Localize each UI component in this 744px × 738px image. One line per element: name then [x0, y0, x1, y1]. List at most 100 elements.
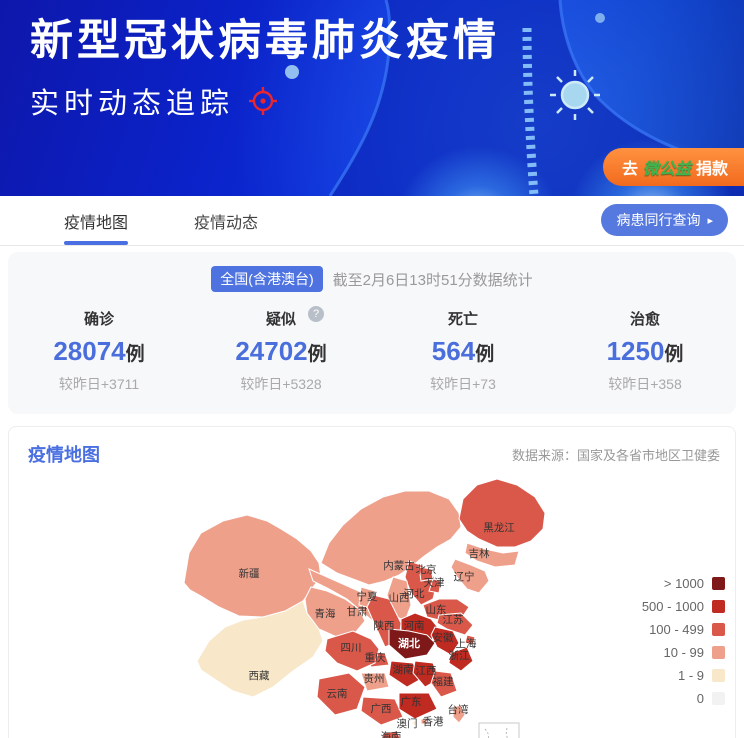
legend-label: > 1000: [663, 576, 704, 591]
province-label-tianjin: 天津: [424, 577, 445, 589]
province-yunnan[interactable]: [316, 672, 366, 716]
province-neimenggu[interactable]: [320, 490, 462, 586]
stat-label: 死亡: [447, 311, 478, 328]
province-label-guangdong: 广东: [401, 695, 422, 708]
province-sichuan[interactable]: [324, 630, 380, 672]
data-timestamp: 截至2月6日13时51分数据统计: [332, 271, 533, 289]
province-label-hebei: 河北: [404, 588, 425, 600]
province-label-beijing: 北京: [416, 563, 437, 576]
province-heilongjiang[interactable]: [458, 478, 546, 548]
province-label-guizhou: 贵州: [364, 672, 385, 685]
province-guangxi[interactable]: [360, 696, 404, 726]
stat-unit: 例: [475, 344, 495, 365]
national-stats-card: 全国(含港澳台) 截至2月6日13时51分数据统计 确诊 28074 例 较昨日+…: [8, 252, 736, 414]
stat-change: 较昨日+358: [608, 376, 682, 392]
page-title: 新型冠状病毒肺炎疫情: [30, 17, 500, 65]
virus-icon-small: [285, 65, 299, 79]
map-card-title: 疫情地图: [28, 445, 100, 465]
legend-label: 10 - 99: [663, 645, 704, 660]
province-jiangsu[interactable]: [436, 612, 474, 636]
legend-row-5: 0: [642, 691, 725, 706]
region-badge: 全国(含港澳台): [211, 266, 323, 292]
stat-label: 治愈: [629, 311, 660, 328]
province-guizhou[interactable]: [360, 672, 390, 692]
virus-icon-small: [595, 13, 605, 23]
province-label-shaanxi: 陕西: [374, 619, 395, 632]
province-label-qinghai: 青海: [315, 607, 336, 620]
legend-label: 0: [696, 691, 704, 706]
province-xianggang[interactable]: [420, 718, 428, 725]
stats-header-row: 全国(含港澳台) 截至2月6日13时51分数据统计: [8, 266, 736, 292]
province-label-jiangxi: 江西: [416, 665, 437, 677]
province-shanghai[interactable]: [464, 634, 476, 646]
stat-deaths: 死亡 564例 较昨日+73: [372, 308, 554, 394]
province-label-jilin: 吉林: [469, 547, 490, 560]
province-label-liaoning: 辽宁: [454, 570, 475, 583]
legend-swatch: [712, 646, 725, 659]
stat-label: 确诊: [83, 311, 114, 328]
province-label-taiwan: 台湾: [448, 703, 469, 716]
stats-row: 确诊 28074例 较昨日+3711 疑似 ? 24702例 较昨日+5328 …: [8, 306, 736, 394]
stat-change: 较昨日+3711: [58, 376, 140, 392]
province-jilin[interactable]: [464, 542, 520, 568]
companion-label: 病患同行查询: [616, 212, 701, 228]
stat-value: 28074: [53, 336, 126, 366]
province-liaoning[interactable]: [450, 558, 490, 594]
province-label-heilongjiang: 黑龙江: [483, 521, 515, 534]
help-icon[interactable]: ?: [308, 306, 324, 322]
province-hainan[interactable]: [381, 730, 401, 738]
tab-epidemic-map[interactable]: 疫情地图: [64, 196, 129, 245]
province-tianjin[interactable]: [428, 578, 442, 594]
lung-glow-left: [401, 146, 555, 196]
province-label-xianggang: 香港: [423, 716, 444, 728]
legend-row-4: 1 - 9: [642, 668, 725, 683]
province-hubei[interactable]: [388, 628, 436, 660]
tab-epidemic-news[interactable]: 疫情动态: [194, 214, 259, 232]
province-shapes: [183, 478, 546, 738]
province-label-anhui: 安徽: [433, 631, 454, 644]
province-aomen[interactable]: [412, 720, 418, 726]
province-label-xizang: 西藏: [249, 670, 270, 682]
patient-co-travel-query-button[interactable]: 病患同行查询 ▸: [601, 204, 728, 236]
donate-button[interactable]: 去 微公益 捐款: [602, 148, 744, 186]
trachea: [522, 27, 539, 196]
stat-label: 疑似: [265, 311, 296, 328]
province-xinjiang[interactable]: [183, 514, 322, 618]
donate-suffix: 捐款: [695, 161, 728, 178]
province-guangdong[interactable]: [398, 692, 438, 720]
stat-value: 1250: [606, 336, 665, 366]
map-legend: > 1000 500 - 1000 100 - 499 10 - 99 1 - 9 0: [642, 576, 725, 706]
province-label-zhejiang: 浙江: [449, 650, 470, 662]
stat-unit: 例: [307, 344, 327, 365]
province-label-henan: 河南: [404, 619, 425, 632]
province-label-shanghai: 上海: [456, 637, 477, 650]
province-taiwan[interactable]: [452, 704, 466, 724]
legend-row-1: 500 - 1000: [642, 599, 725, 614]
stat-change: 较昨日+73: [430, 376, 496, 392]
province-label-hubei: 湖北: [398, 636, 420, 650]
province-label-jiangsu: 江苏: [443, 613, 464, 626]
south-china-sea-inset: 南海诸岛: [478, 722, 520, 738]
epidemic-map-card: 疫情地图 数据来源：国家及各省市地区卫健委 新疆 西藏 青海 甘肃 内蒙古 黑龙江 吉林 辽宁…: [8, 426, 736, 738]
province-fujian[interactable]: [430, 670, 458, 698]
weigongyi-logo: 微公益: [642, 161, 691, 178]
header-banner: 新型冠状病毒肺炎疫情 实时动态追踪 去 微公益 捐款: [0, 0, 744, 196]
province-label-hunan: 湖南: [393, 663, 414, 676]
province-xizang[interactable]: [196, 600, 324, 698]
province-zhejiang[interactable]: [448, 646, 474, 672]
province-label-ningxia: 宁夏: [357, 590, 378, 603]
province-hunan[interactable]: [388, 660, 422, 688]
province-label-hainan: 海南: [381, 730, 402, 738]
province-label-guangxi: 广西: [371, 703, 392, 715]
arrow-right-icon: ▸: [707, 214, 713, 227]
province-label-aomen: 澳门: [397, 717, 418, 730]
province-label-chongqing: 重庆: [365, 651, 386, 664]
province-label-fujian: 福建: [433, 675, 454, 688]
province-label-shanxi: 山西: [389, 592, 410, 604]
donate-prefix: 去: [621, 161, 638, 178]
province-label-xinjiang: 新疆: [239, 567, 260, 580]
stat-change: 较昨日+5328: [240, 376, 322, 392]
stat-value: 24702: [235, 336, 308, 366]
legend-swatch: [712, 692, 725, 705]
